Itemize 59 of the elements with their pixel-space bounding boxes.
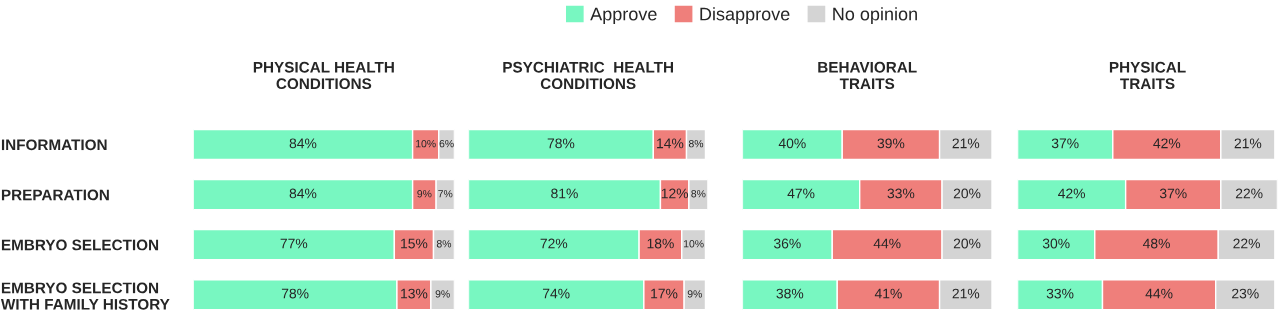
chart-title: BEHAVIORAL TRAITS [818, 61, 917, 90]
data-label: 33% [887, 188, 915, 199]
data-label: 9% [435, 290, 450, 298]
data-label: 22% [1233, 238, 1260, 249]
data-label: 41% [874, 288, 902, 299]
legend-label: Disapprove [700, 7, 790, 25]
data-label: 21% [952, 288, 980, 299]
data-label: 10% [416, 139, 436, 148]
data-label: 48% [1142, 238, 1170, 249]
data-label: 21% [952, 138, 980, 149]
data-label: 74% [542, 288, 570, 299]
y-tick-label: INFORMATION [1, 139, 107, 151]
data-label: 6% [439, 139, 454, 148]
y-tick-label: PREPARATION [1, 189, 109, 201]
data-label: 42% [1058, 188, 1086, 199]
data-label: 33% [1046, 288, 1074, 299]
data-label: 14% [657, 138, 684, 149]
data-label: 72% [540, 238, 568, 249]
data-label: 7% [438, 190, 453, 198]
data-label: 77% [280, 238, 308, 249]
data-label: 38% [776, 288, 804, 299]
data-label: 37% [1159, 188, 1187, 199]
data-label: 81% [551, 188, 578, 199]
y-tick-label: EMBRYO SELECTION WITH FAMILY HISTORY [0, 282, 170, 310]
data-label: 78% [281, 288, 309, 299]
data-label: 17% [651, 288, 678, 299]
data-label: 8% [688, 139, 704, 148]
data-label: 9% [687, 290, 702, 298]
data-label: 42% [1153, 138, 1181, 149]
data-label: 15% [401, 238, 428, 249]
chart-title: PSYCHIATRIC HEALTH CONDITIONS [503, 61, 673, 90]
y-tick-label: EMBRYO SELECTION [1, 239, 159, 251]
data-label: 36% [773, 238, 801, 249]
data-label: 8% [436, 240, 452, 248]
data-label: 84% [289, 138, 317, 149]
data-label: 8% [691, 190, 706, 198]
data-label: 30% [1042, 238, 1070, 249]
legend-label: Approve [590, 7, 657, 25]
data-label: 47% [787, 188, 815, 199]
data-label: 18% [647, 238, 674, 249]
data-label: 9% [417, 190, 432, 198]
data-label: 21% [1234, 138, 1262, 149]
data-label: 12% [661, 188, 689, 199]
chart-title: PHYSICAL HEALTH CONDITIONS [253, 61, 394, 90]
chart-title: PHYSICAL TRAITS [1109, 61, 1186, 90]
data-label: 44% [1145, 288, 1173, 299]
data-label: 20% [953, 188, 981, 199]
data-label: 44% [873, 238, 901, 249]
data-label: 23% [1232, 288, 1259, 299]
data-label: 78% [547, 138, 575, 149]
data-label: 20% [953, 238, 981, 249]
data-label: 37% [1051, 138, 1079, 149]
data-label: 10% [683, 240, 704, 248]
legend-label: No opinion [833, 7, 917, 25]
data-label: 84% [289, 188, 317, 199]
data-label: 39% [877, 138, 905, 149]
data-label: 40% [778, 138, 806, 149]
data-label: 13% [401, 288, 428, 299]
data-label: 22% [1235, 188, 1263, 199]
